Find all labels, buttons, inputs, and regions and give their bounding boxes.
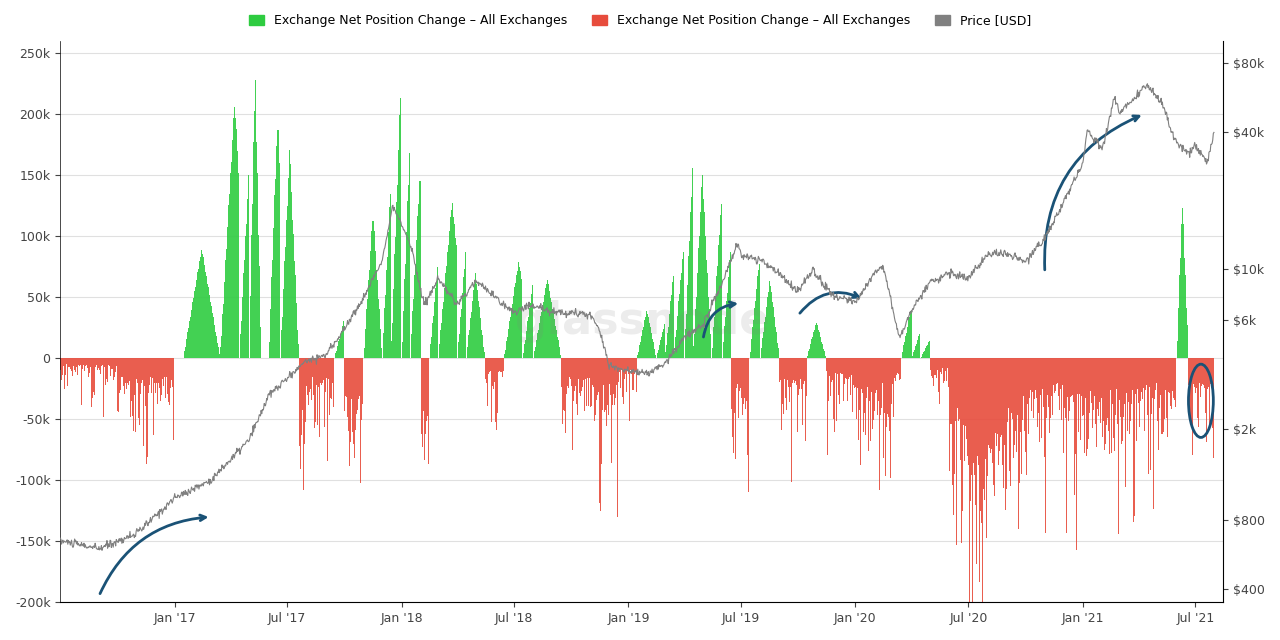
Text: glassnode: glassnode	[515, 300, 769, 343]
Legend: Exchange Net Position Change – All Exchanges, Exchange Net Position Change – All: Exchange Net Position Change – All Excha…	[243, 10, 1037, 33]
